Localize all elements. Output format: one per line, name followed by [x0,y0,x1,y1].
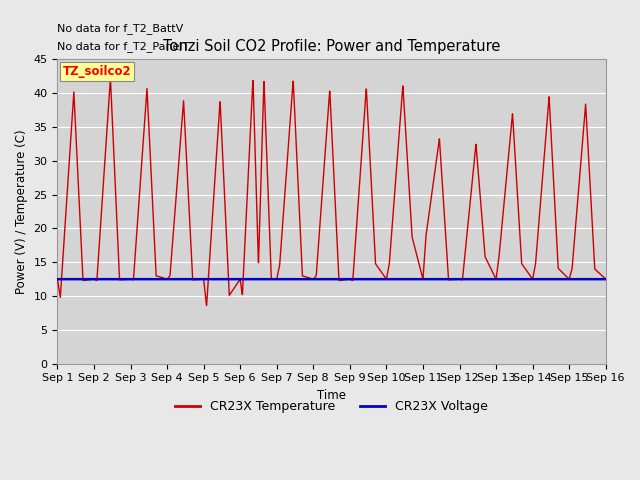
Title: Tonzi Soil CO2 Profile: Power and Temperature: Tonzi Soil CO2 Profile: Power and Temper… [163,39,500,54]
Legend: CR23X Temperature, CR23X Voltage: CR23X Temperature, CR23X Voltage [170,396,493,419]
Text: No data for f_T2_BattV: No data for f_T2_BattV [58,23,184,34]
X-axis label: Time: Time [317,389,346,402]
Text: No data for f_T2_PanelT: No data for f_T2_PanelT [58,41,190,52]
Text: TZ_soilco2: TZ_soilco2 [63,65,131,78]
Y-axis label: Power (V) / Temperature (C): Power (V) / Temperature (C) [15,129,28,294]
